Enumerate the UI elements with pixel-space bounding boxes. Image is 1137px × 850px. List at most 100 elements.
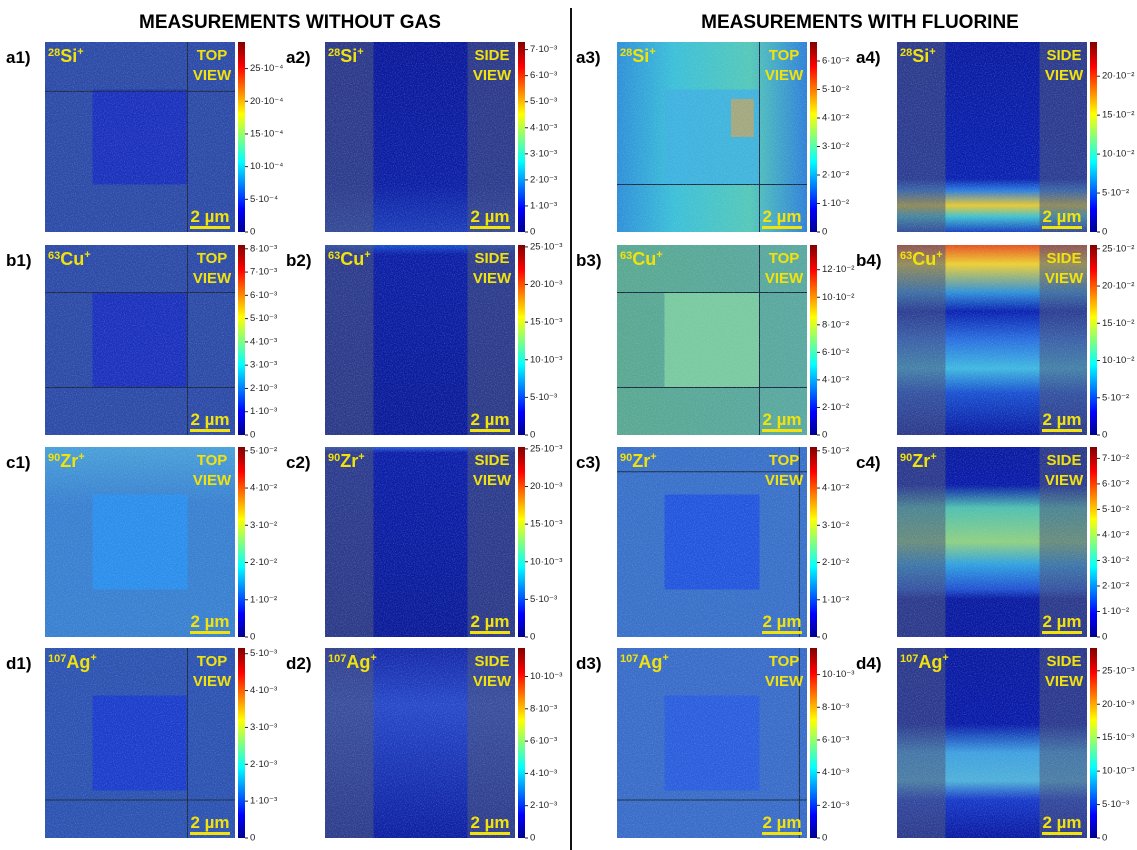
charge: +	[370, 652, 376, 664]
element: Si	[340, 46, 357, 66]
view-line: VIEW	[193, 472, 232, 489]
colorbar	[810, 447, 817, 637]
colorbar-tick-label: 6·10⁻²	[822, 56, 849, 67]
scale-bar	[470, 832, 510, 835]
view-line: TOP	[197, 250, 228, 267]
colorbar-tick-label: 20·10⁻³	[1102, 699, 1134, 710]
colorbar-tick-label: 5·10⁻³	[1102, 799, 1129, 810]
noise	[617, 447, 807, 637]
colorbar-tick-label: 3·10⁻³	[250, 360, 277, 371]
colorbar-tick-label: 3·10⁻²	[1102, 555, 1129, 566]
colorbar	[1090, 447, 1097, 637]
view-line: VIEW	[765, 270, 804, 287]
colorbar	[238, 245, 245, 435]
view-label: SIDE VIEW	[473, 250, 512, 287]
noise	[45, 42, 235, 232]
isotope-label: 28Si+	[620, 46, 656, 66]
colorbar	[518, 245, 525, 435]
colorbar-tick-label: 1·10⁻²	[1102, 606, 1129, 617]
scale-label: 2 µm	[470, 207, 509, 226]
panel: b1) 63Cu+ TOP VIEW 2 µm 0 1·10⁻³ 2·10⁻³ 3·10⁻³ 4·…	[6, 243, 277, 440]
colorbar	[518, 447, 525, 637]
colorbar-tick-label: 0	[250, 430, 255, 441]
scale-bar	[1042, 832, 1082, 835]
scale-label: 2 µm	[762, 207, 801, 226]
colorbar-tick-label: 2·10⁻²	[1102, 580, 1129, 591]
charge: +	[84, 249, 90, 261]
scale-bar	[762, 429, 802, 432]
mass: 107	[900, 653, 918, 665]
colorbar-tick-label: 7·10⁻²	[1102, 453, 1129, 464]
element: Ag	[346, 652, 370, 672]
panel-label: a1)	[6, 48, 31, 67]
colorbar-tick-label: 3·10⁻³	[250, 722, 277, 733]
colorbar-tick-label: 4·10⁻²	[822, 483, 849, 494]
view-line: TOP	[769, 250, 800, 267]
charge: +	[662, 652, 668, 664]
charge: +	[936, 249, 942, 261]
colorbar-tick-label: 8·10⁻³	[530, 703, 557, 714]
noise	[325, 245, 515, 435]
panel: d2) 107Ag+ SIDE VIEW 2 µm 0 2·10⁻³ 4·10⁻³ 6·10⁻³…	[286, 648, 562, 844]
view-line: VIEW	[1045, 270, 1084, 287]
panel-label: d4)	[856, 654, 882, 673]
mass: 28	[620, 47, 632, 59]
noise	[325, 648, 515, 838]
mass: 107	[48, 653, 66, 665]
colorbar	[1090, 648, 1097, 838]
view-line: VIEW	[765, 472, 804, 489]
scale-label: 2 µm	[190, 612, 229, 631]
isotope-label: 90Zr+	[328, 451, 365, 471]
view-label: SIDE VIEW	[473, 452, 512, 489]
colorbar-tick-label: 0	[822, 833, 827, 844]
colorbar-tick-label: 15·10⁻²	[1102, 110, 1134, 121]
scale-label: 2 µm	[190, 207, 229, 226]
panel-label: a3)	[576, 48, 601, 67]
colorbar-tick-label: 5·10⁻²	[1102, 504, 1129, 515]
colorbar-tick-label: 0	[530, 430, 535, 441]
element: Ag	[638, 652, 662, 672]
colorbar-tick-label: 0	[530, 632, 535, 643]
panel: a2) 28Si+ SIDE VIEW 2 µm 0 1·10⁻³ 2·10⁻³ 3·10⁻³ 4…	[286, 42, 557, 238]
colorbar-tick-label: 6·10⁻³	[530, 736, 557, 747]
colorbar-tick-label: 20·10⁻²	[1102, 281, 1134, 292]
scale-label: 2 µm	[762, 612, 801, 631]
mass: 90	[328, 452, 340, 464]
colorbar-tick-label: 25·10⁻²	[1102, 243, 1134, 254]
view-line: VIEW	[473, 673, 512, 690]
charge: +	[90, 652, 96, 664]
panel: b4) 63Cu+ SIDE VIEW 2 µm 0 5·10⁻² 10·10⁻² 15·10⁻…	[856, 243, 1134, 440]
element: Ag	[918, 652, 942, 672]
colorbar-tick-label: 2·10⁻²	[822, 557, 849, 568]
panel: d1) 107Ag+ TOP VIEW 2 µm 0 1·10⁻³ 2·10⁻³ 3·10⁻³ 4…	[6, 648, 277, 844]
charge: +	[78, 451, 84, 463]
noise	[45, 447, 235, 637]
view-line: SIDE	[1046, 452, 1081, 469]
panel: c4) 90Zr+ SIDE VIEW 2 µm 0 1·10⁻² 2·10⁻² 3·10⁻² 4…	[856, 447, 1129, 643]
isotope-label: 63Cu+	[900, 249, 943, 269]
isotope-label: 63Cu+	[48, 249, 91, 269]
colorbar	[518, 648, 525, 838]
scale-label: 2 µm	[762, 813, 801, 832]
panel: c2) 90Zr+ SIDE VIEW 2 µm 0 5·10⁻³ 10·10⁻³ 15·10⁻…	[286, 443, 562, 642]
colorbar-tick-label: 6·10⁻²	[1102, 478, 1129, 489]
colorbar-tick-label: 10·10⁻²	[822, 292, 854, 303]
element: Zr	[912, 451, 930, 471]
colorbar-tick-label: 4·10⁻³	[250, 685, 277, 696]
charge: +	[364, 249, 370, 261]
colorbar-tick-label: 20·10⁻³	[530, 279, 562, 290]
colorbar-tick-label: 0	[250, 833, 255, 844]
scale-label: 2 µm	[190, 410, 229, 429]
scale-bar	[762, 832, 802, 835]
panel: d3) 107Ag+ TOP VIEW 2 µm 0 2·10⁻³ 4·10⁻³ 6·10⁻³ 8…	[576, 648, 854, 844]
header: MEASUREMENTS WITH FLUORINE	[701, 12, 1019, 33]
element: Cu	[340, 249, 364, 269]
scale-label: 2 µm	[762, 410, 801, 429]
mass: 63	[900, 250, 912, 262]
colorbar-tick-label: 1·10⁻³	[250, 406, 277, 417]
colorbar	[1090, 245, 1097, 435]
colorbar-tick-label: 0	[530, 227, 535, 238]
scale-label: 2 µm	[470, 612, 509, 631]
view-label: SIDE VIEW	[473, 653, 512, 690]
